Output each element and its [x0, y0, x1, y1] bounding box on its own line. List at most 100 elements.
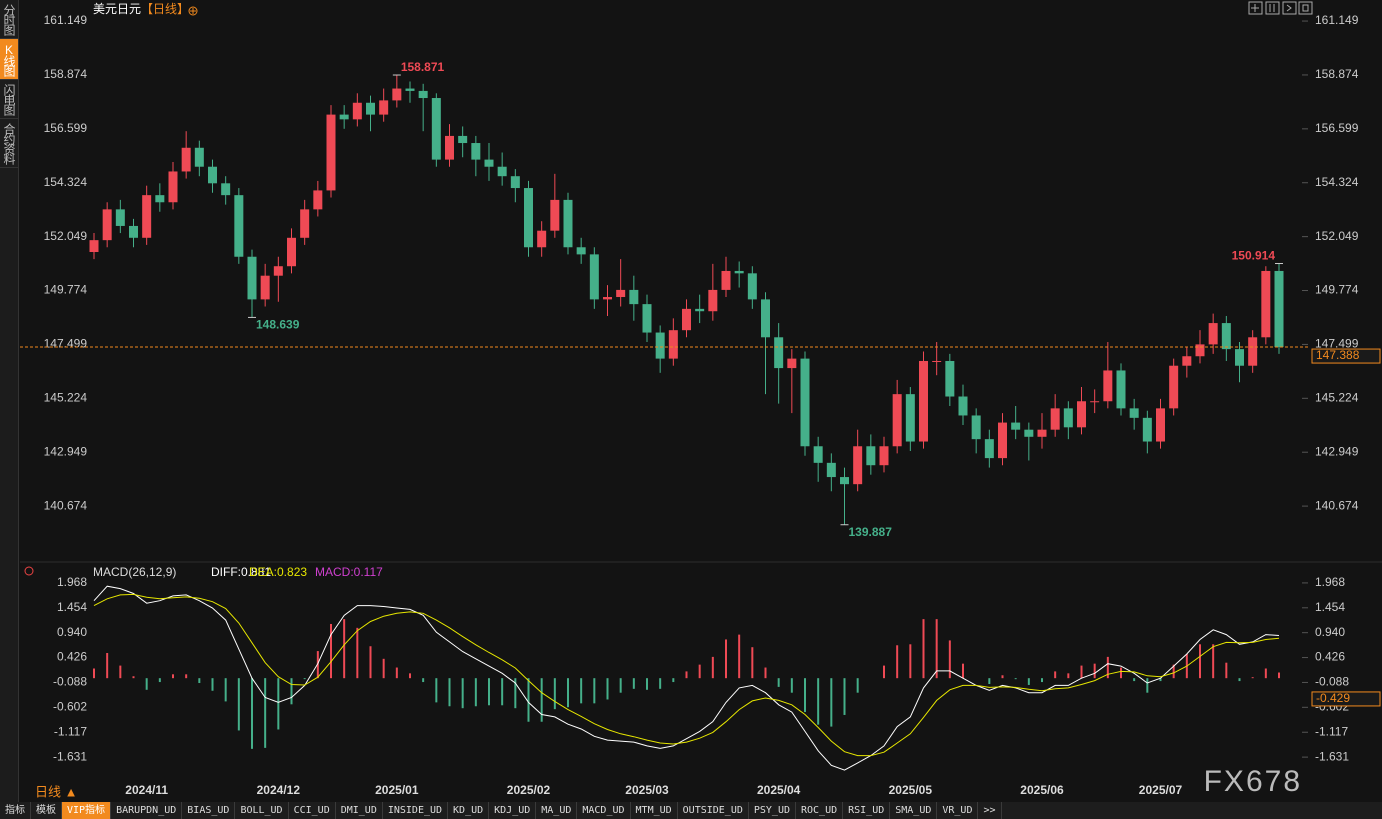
- x-tick-label: 2024/11: [125, 783, 168, 797]
- indicator-tab[interactable]: MTM_UD: [631, 802, 678, 819]
- candle-body: [1116, 370, 1126, 409]
- candle-body: [234, 195, 244, 257]
- candle-body: [550, 199, 560, 231]
- indicator-tab[interactable]: MACD_UD: [577, 802, 631, 819]
- side-tab[interactable]: 合约资料: [0, 119, 18, 168]
- indicator-tab[interactable]: 模板: [31, 802, 62, 819]
- indicator-tab[interactable]: VIP指标: [62, 802, 112, 819]
- candle-body: [181, 147, 191, 172]
- y-tick-label: 158.874: [1315, 67, 1359, 81]
- candle-body: [747, 273, 757, 300]
- annotation-label: 139.887: [849, 525, 893, 539]
- candle-body: [892, 394, 902, 447]
- y-tick-label: 149.774: [44, 283, 88, 297]
- candle-body: [1182, 356, 1192, 366]
- candle-body: [603, 297, 612, 300]
- x-tick-label: 2025/01: [375, 783, 419, 797]
- candle-body: [89, 240, 99, 253]
- candle-body: [813, 446, 823, 463]
- indicator-tab[interactable]: BIAS_UD: [182, 802, 236, 819]
- candle-body: [1037, 429, 1047, 437]
- indicator-tab[interactable]: SMA_UD: [890, 802, 938, 819]
- watermark: FX678: [1204, 765, 1302, 798]
- candle-body: [971, 415, 981, 440]
- indicator-tab[interactable]: VR_UD: [937, 802, 979, 819]
- side-tab[interactable]: K线图: [0, 39, 18, 80]
- candle-body: [260, 275, 270, 300]
- y-tick-label: 156.599: [1315, 121, 1359, 135]
- y-tick-label: 147.499: [44, 337, 88, 351]
- candle-body: [840, 477, 849, 485]
- candle-body: [932, 360, 942, 362]
- annotation-label: 148.639: [256, 318, 300, 332]
- indicator-tab[interactable]: KD_UD: [448, 802, 490, 819]
- candle-body: [313, 190, 323, 210]
- candle-body: [1077, 401, 1086, 428]
- y-tick-label: 142.949: [44, 444, 88, 458]
- candle-body: [761, 299, 770, 338]
- candle-body: [1156, 408, 1165, 442]
- macd-line: [93, 593, 1280, 757]
- indicator-tab[interactable]: PSY_UD: [749, 802, 796, 819]
- indicator-tab[interactable]: DMI_UD: [336, 802, 383, 819]
- indicator-tab[interactable]: BOLL_UD: [235, 802, 289, 819]
- candle-body: [458, 135, 468, 144]
- indicator-tab[interactable]: CCI_UD: [289, 802, 336, 819]
- indicator-icon[interactable]: [24, 566, 34, 576]
- candle-body: [471, 143, 481, 160]
- candle-body: [879, 446, 889, 466]
- candle-body: [1169, 365, 1179, 409]
- candle-body: [800, 358, 810, 447]
- y-tick-label: 158.874: [44, 67, 88, 81]
- sidebar: 分时图 K线图 闪电图 合约资料: [0, 0, 19, 802]
- indicator-tab[interactable]: 指标: [0, 802, 31, 819]
- candle-body: [524, 188, 533, 248]
- macd-title: MACD(26,12,9): [93, 565, 176, 579]
- candle-body: [668, 330, 678, 359]
- candle-body: [1261, 270, 1271, 338]
- candle-body: [708, 289, 718, 312]
- candle-body: [919, 360, 928, 442]
- candle-body: [616, 289, 626, 298]
- x-tick-label: 2024/12: [257, 783, 301, 797]
- indicator-tab[interactable]: INSIDE_UD: [383, 802, 449, 819]
- indicator-tab[interactable]: MA_UD: [536, 802, 578, 819]
- y-tick-label: 156.599: [44, 121, 88, 135]
- legend-entry: DEA:0.823: [249, 565, 307, 579]
- add-icon[interactable]: [188, 6, 198, 16]
- period: 【日线】: [141, 2, 189, 16]
- candle-body: [682, 308, 691, 331]
- indicator-tab[interactable]: RSI_UD: [843, 802, 891, 819]
- toolbar-icons: [1248, 1, 1313, 15]
- indicator-tab[interactable]: >>: [978, 802, 1002, 819]
- candle-body: [194, 147, 204, 167]
- indicator-tab[interactable]: OUTSIDE_UD: [678, 802, 749, 819]
- macd-line: [93, 585, 1280, 771]
- candle-body: [445, 135, 454, 160]
- side-tab[interactable]: 分时图: [0, 0, 18, 39]
- legend-entry: DIFF:0.881: [211, 565, 271, 579]
- candle-body: [576, 247, 586, 255]
- legend-entry: MACD:0.117: [315, 565, 383, 579]
- indicator-tab[interactable]: BARUPDN_UD: [111, 802, 183, 819]
- last-price-box: [1311, 348, 1381, 364]
- y-tick-label: 1.454: [1315, 600, 1345, 614]
- candle-body: [366, 102, 375, 115]
- y-tick-label: -0.088: [53, 675, 87, 689]
- candle-body: [352, 102, 362, 120]
- candle-body: [155, 195, 165, 203]
- y-tick-label: -1.631: [1315, 749, 1349, 763]
- y-tick-label: 0.940: [1315, 625, 1345, 639]
- y-tick-label: 161.149: [44, 13, 88, 27]
- indicator-tab[interactable]: ROC_UD: [796, 802, 844, 819]
- annotation-label: 158.871: [401, 60, 445, 74]
- candle-body: [721, 270, 731, 290]
- side-tab[interactable]: 闪电图: [0, 80, 18, 119]
- period-button[interactable]: 日线 ▲: [35, 784, 77, 799]
- candle-body: [1024, 429, 1034, 437]
- candle-body: [642, 304, 652, 333]
- y-tick-label: 152.049: [1315, 229, 1359, 243]
- indicator-tab[interactable]: KDJ_UD: [489, 802, 537, 819]
- x-tick-label: 2025/06: [1020, 783, 1064, 797]
- candle-body: [655, 332, 665, 359]
